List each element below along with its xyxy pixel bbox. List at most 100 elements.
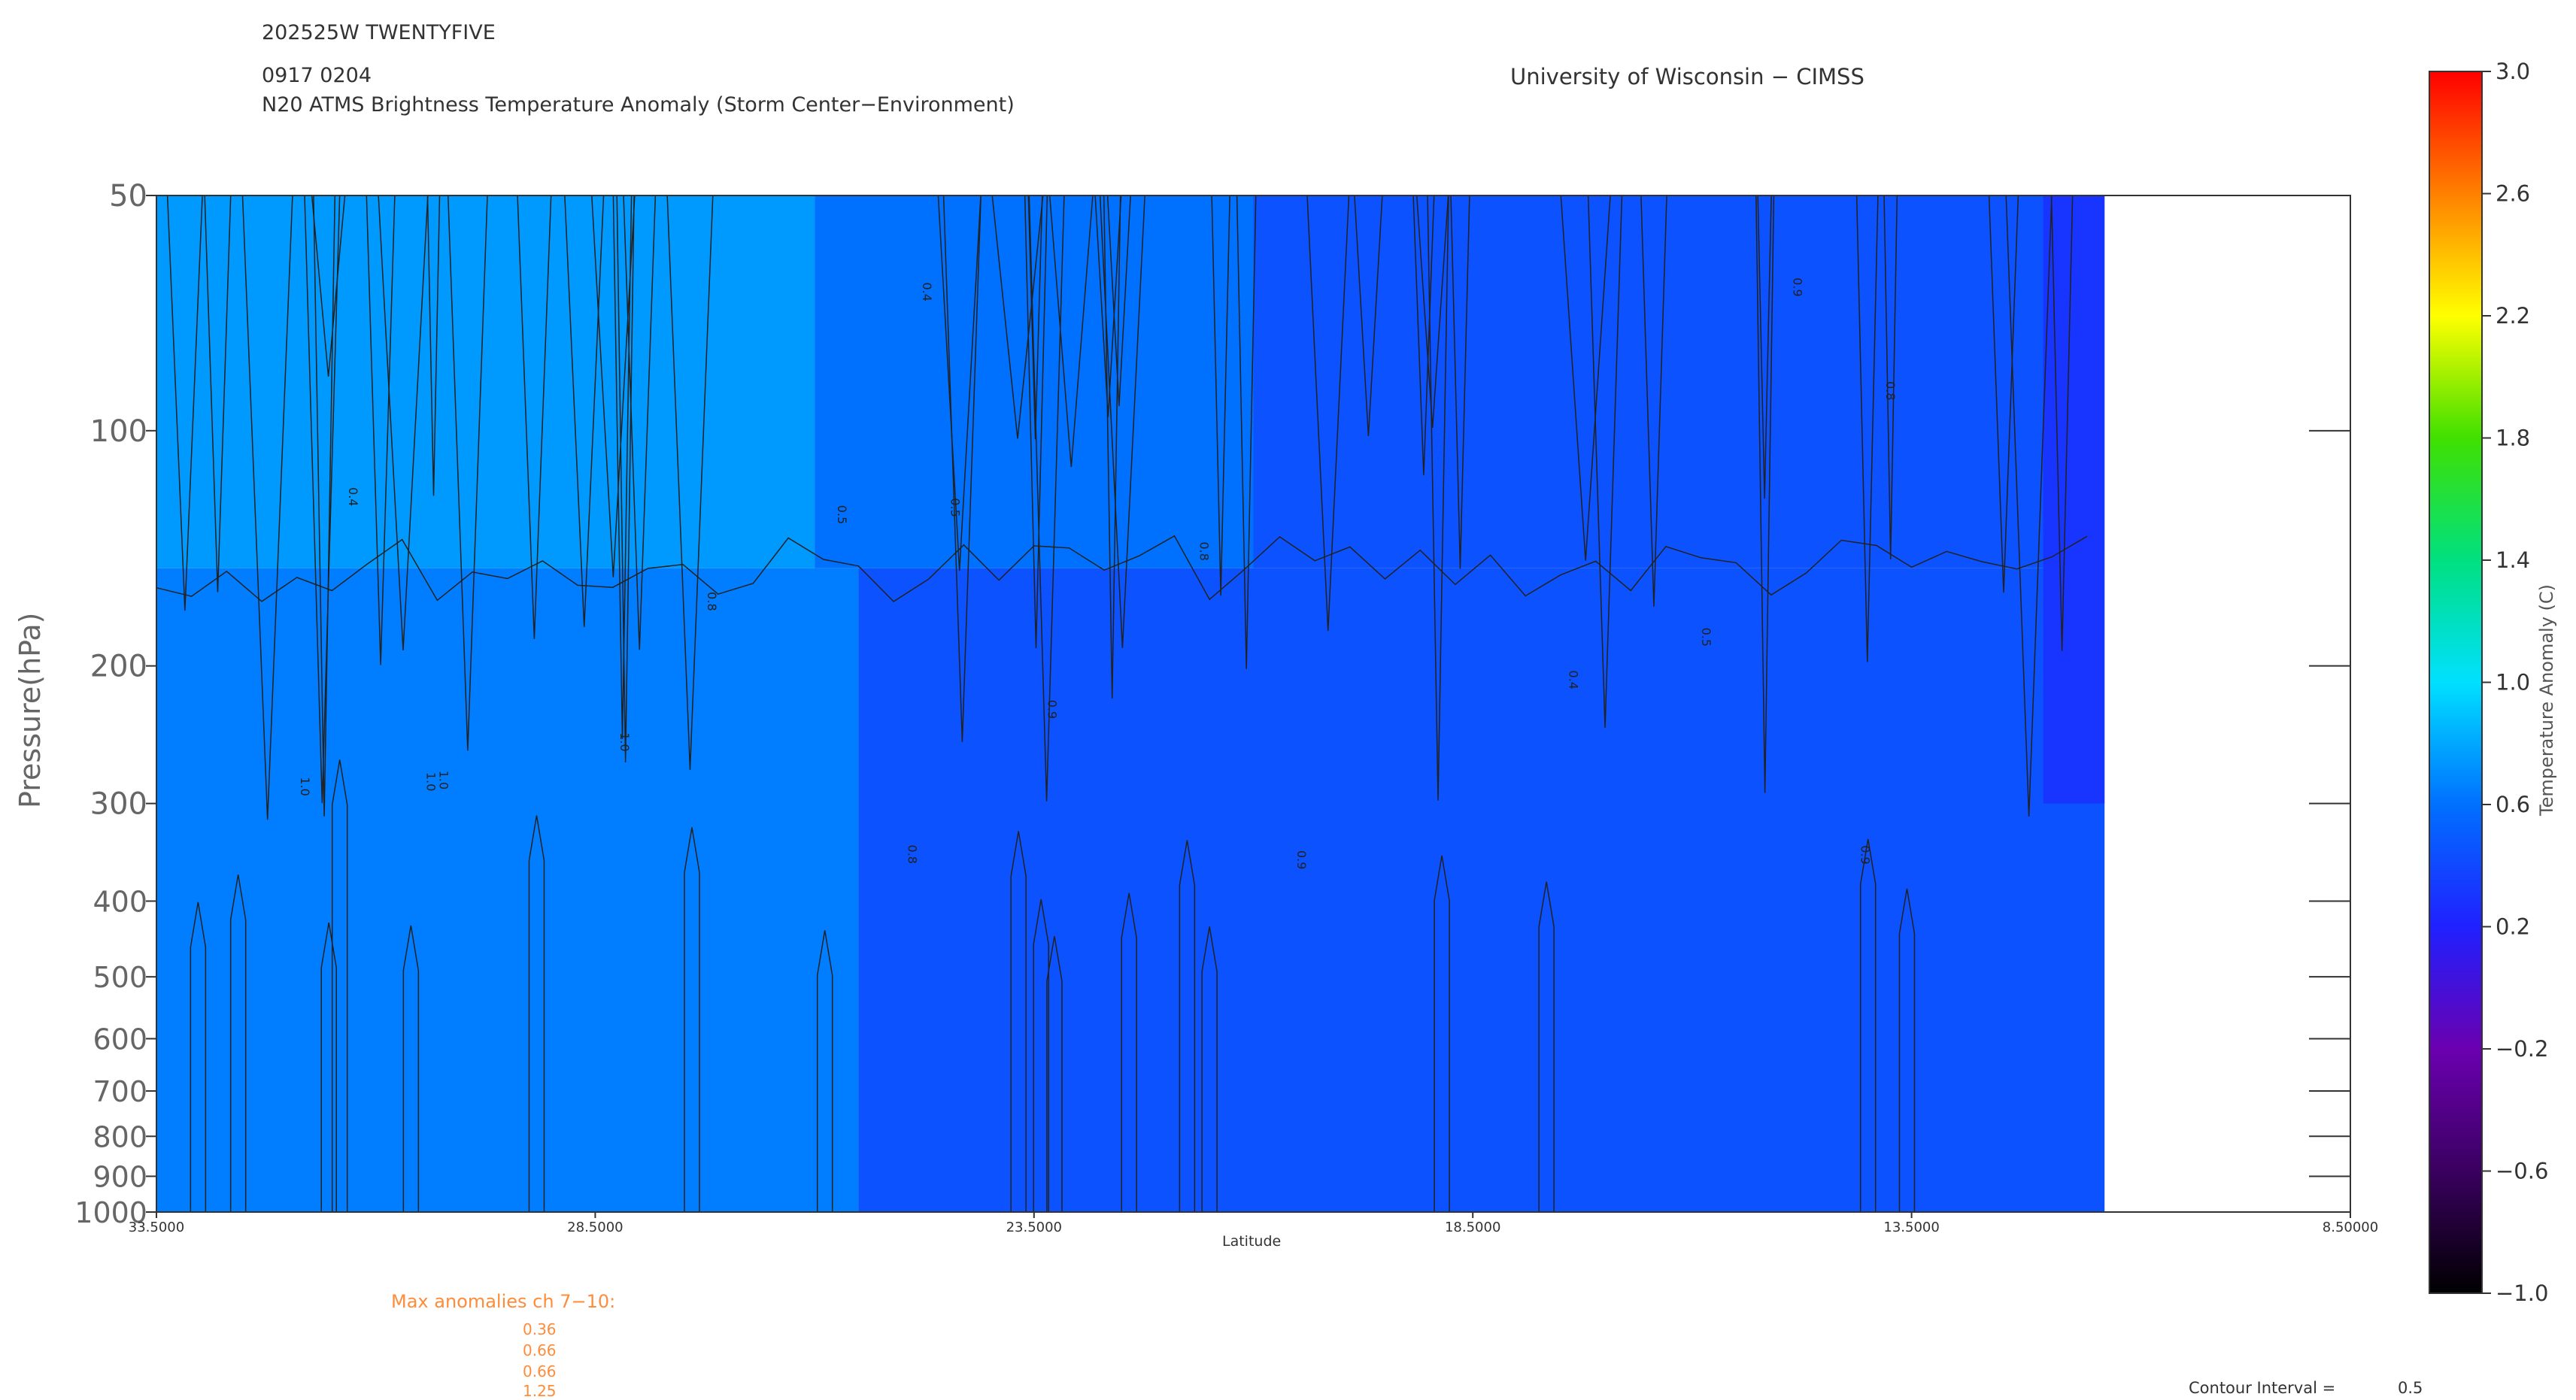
contour-label: 1.0 <box>436 771 451 789</box>
contour-line <box>1859 838 1877 1212</box>
y-tick-label: 100 <box>90 414 147 449</box>
max-anomaly-value: 1.25 <box>523 1382 557 1400</box>
no-data-area <box>2104 195 2350 1212</box>
contour-line <box>204 195 232 592</box>
contour-label: 1.0 <box>423 772 438 791</box>
contour-interval-label: Contour Interval = <box>2189 1379 2336 1397</box>
y-tick-label: 600 <box>93 1023 147 1056</box>
contour-line <box>1121 892 1137 1212</box>
contour-line <box>1201 926 1218 1212</box>
colorbar <box>2429 71 2483 1294</box>
contour-line <box>1033 898 1049 1212</box>
contour-line <box>1640 195 1667 607</box>
colorbar-tick-label: 0.2 <box>2496 914 2530 940</box>
contour-line <box>366 195 396 665</box>
colorbar-tick-label: −1.0 <box>2496 1280 2548 1306</box>
contour-line <box>241 195 293 820</box>
colorbar-label: Temperature Anomaly (C) <box>2536 583 2557 816</box>
contour-line <box>304 195 341 804</box>
x-tick-label: 13.5000 <box>1883 1220 1939 1235</box>
contour-line <box>1094 195 1122 417</box>
plot-frame <box>156 195 2351 1213</box>
contour-line <box>942 195 982 742</box>
y-tick-label: 400 <box>93 885 147 918</box>
contour-line <box>1010 831 1027 1212</box>
colorbar-tick-label: −0.6 <box>2496 1159 2548 1184</box>
contour-line <box>166 195 203 611</box>
contour-label: 0.9 <box>1790 277 1804 296</box>
x-tick-label: 18.5000 <box>1445 1220 1500 1235</box>
contour-line <box>1412 195 1435 475</box>
x-axis-ticks: 33.5000 28.5000 23.5000 18.5000 13.5000 8.500… <box>129 1212 2378 1235</box>
x-tick-label: 8.50000 <box>2323 1220 2378 1235</box>
max-anomaly-value: 0.66 <box>523 1341 557 1359</box>
contour-line <box>1099 195 1145 648</box>
max-anomaly-value: 0.36 <box>523 1320 557 1338</box>
contour-line <box>311 195 346 377</box>
max-anomaly-value: 0.66 <box>523 1362 557 1380</box>
contour-line <box>564 195 605 628</box>
contour-line <box>816 930 833 1212</box>
contour-line <box>1757 195 1772 499</box>
contour-line <box>378 195 429 651</box>
contour-line <box>447 195 488 751</box>
colorbar-tick-label: 1.0 <box>2496 670 2530 695</box>
contour-line <box>991 195 1044 439</box>
contour-line <box>684 827 700 1212</box>
contour-label: 0.8 <box>1883 381 1898 400</box>
contour-line <box>320 922 337 1212</box>
contour-label: 0.9 <box>1858 845 1872 864</box>
contour-line <box>2005 195 2053 817</box>
product-title: N20 ATMS Brightness Temperature Anomaly … <box>262 93 1015 117</box>
contour-line <box>1450 195 1470 569</box>
contour-line <box>190 902 207 1212</box>
contour-line <box>1179 840 1196 1212</box>
colorbar-ticks: 3.0 2.6 2.2 1.8 1.4 1.0 0.6 0.2 −0.2 −0.6 −1.0 <box>2482 59 2548 1306</box>
datetime: 0917 0204 <box>262 64 372 87</box>
contour-interval-value: 0.5 <box>2398 1379 2423 1397</box>
contour-line <box>229 874 247 1212</box>
contour-line <box>616 195 635 762</box>
colorbar-tick-label: 2.6 <box>2496 181 2530 207</box>
y-tick-label: 1000 <box>74 1196 147 1229</box>
contour-line <box>156 535 2088 602</box>
y-tick-label: 50 <box>109 179 147 214</box>
contour-label: 1.0 <box>617 732 632 751</box>
contour-label: 0.8 <box>705 592 719 611</box>
y-tick-label: 200 <box>90 650 147 684</box>
contour-line <box>402 925 420 1212</box>
contour-line <box>1028 195 1065 802</box>
y-axis-label: Pressure(hPa) <box>14 612 47 809</box>
contour-line <box>1898 888 1916 1212</box>
contour-line <box>528 815 545 1212</box>
colorbar-tick-label: 2.2 <box>2496 303 2530 329</box>
contour-line <box>591 195 636 577</box>
contour-line <box>426 195 441 496</box>
contour-line <box>937 195 982 571</box>
contour-line <box>1755 195 1775 793</box>
y-tick-label: 900 <box>93 1160 147 1193</box>
contour-label: 0.5 <box>835 505 849 524</box>
colorbar-tick-label: 1.8 <box>2496 426 2530 451</box>
contour-label: 0.8 <box>906 845 920 864</box>
contour-line <box>1587 195 1623 729</box>
contour-label: 0.5 <box>948 498 962 517</box>
contour-label: 1.0 <box>298 777 312 795</box>
contour-label: 0.4 <box>346 487 360 506</box>
contour-line <box>1988 195 2019 593</box>
institution: University of Wisconsin − CIMSS <box>1510 64 1864 89</box>
colorbar-tick-label: 3.0 <box>2496 59 2530 84</box>
contour-line <box>1538 881 1555 1212</box>
x-tick-label: 33.5000 <box>129 1220 184 1235</box>
contour-line <box>1024 195 1048 649</box>
contour-line <box>1103 195 1121 699</box>
anomaly-region <box>1253 195 2105 568</box>
contour-line <box>2050 195 2074 651</box>
y-tick-label: 300 <box>90 787 147 822</box>
y-tick-label: 700 <box>93 1075 147 1108</box>
y-tick-label: 800 <box>93 1120 147 1153</box>
contour-label: 0.9 <box>1294 850 1309 869</box>
contour-line <box>1354 195 1383 436</box>
